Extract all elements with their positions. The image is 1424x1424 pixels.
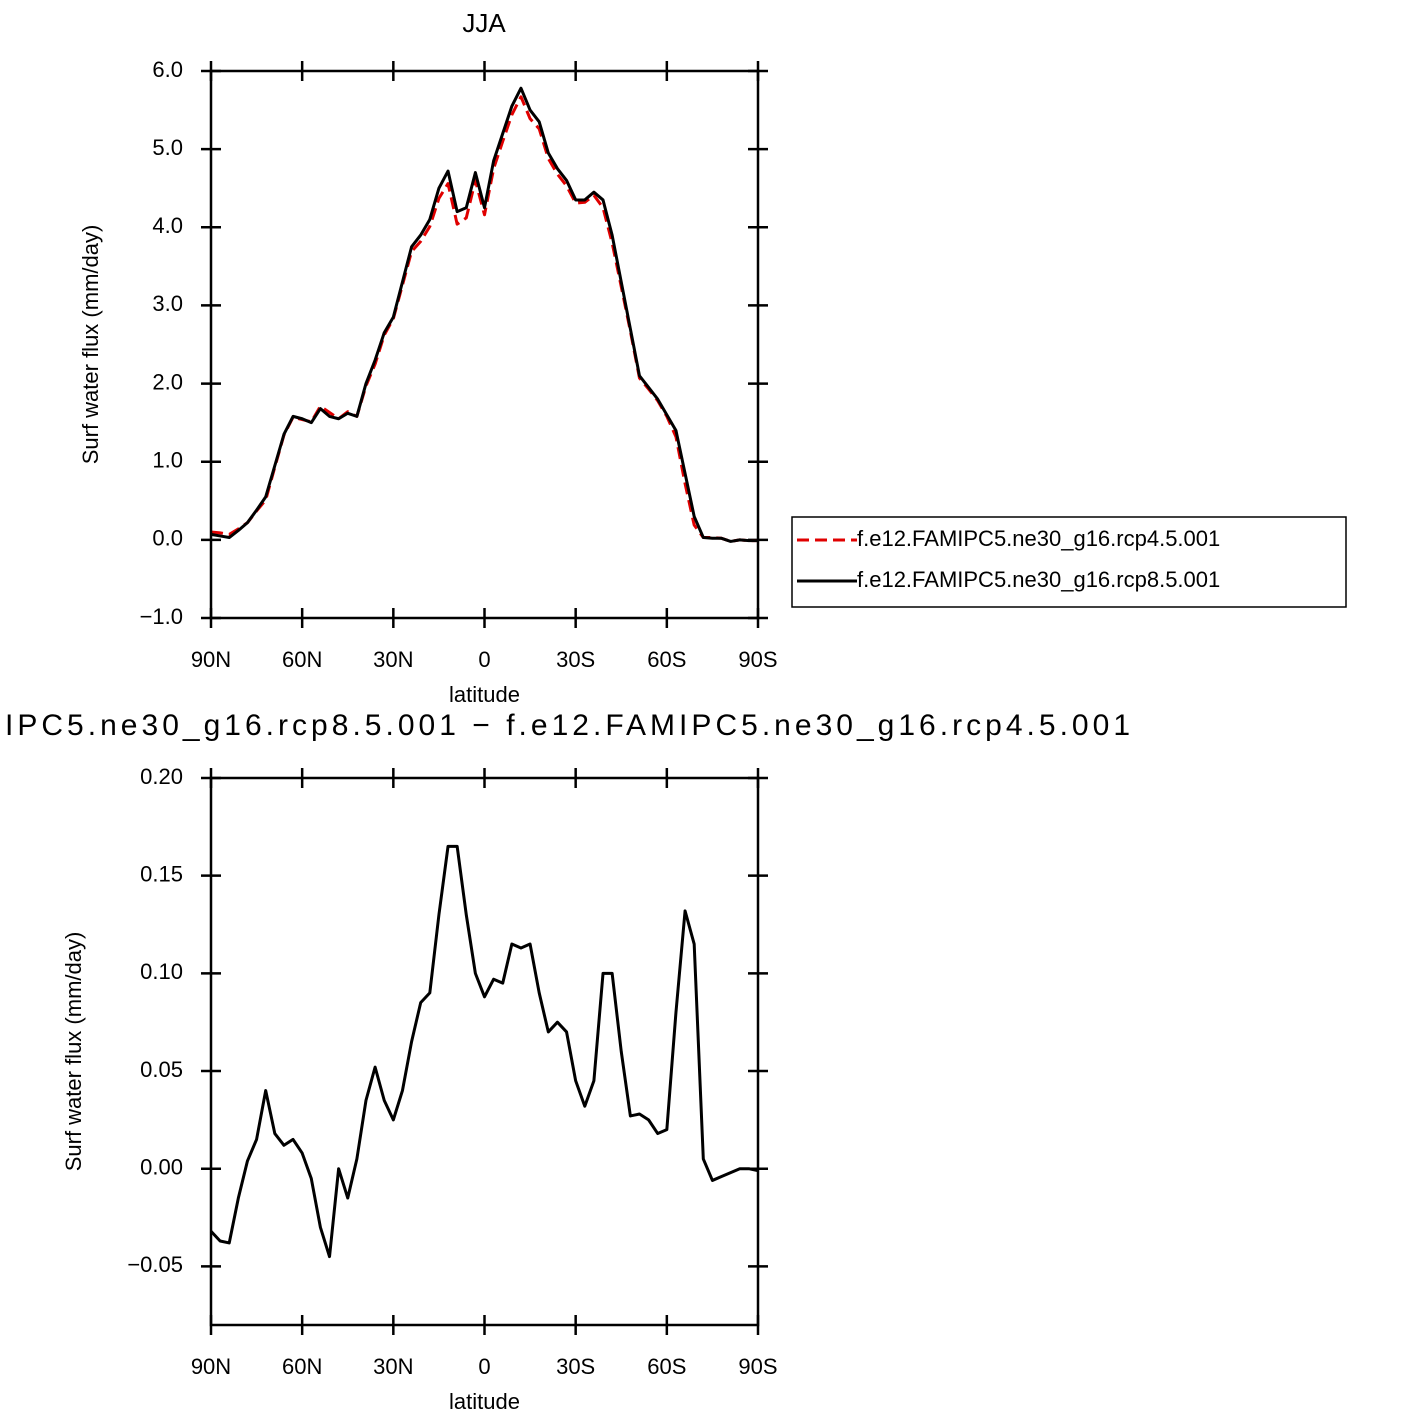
y-tick-label: 0.10 [140,959,183,984]
y-tick-label: 4.0 [152,213,183,238]
x-tick-label: 90S [738,647,777,672]
y-tick-label: 1.0 [152,448,183,473]
x-tick-label: 30S [556,647,595,672]
chart-title: JJA [462,8,506,38]
y-tick-label: 0.15 [140,861,183,886]
y-tick-label: 2.0 [152,369,183,394]
chart-title: IPC5.ne30_g16.rcp8.5.001 − f.e12.FAMIPC5… [5,709,1130,742]
x-tick-label: 90N [191,647,231,672]
x-tick-label: 60S [647,647,686,672]
y-tick-label: 0.20 [140,764,183,789]
y-tick-label: −0.05 [127,1252,183,1277]
x-tick-label: 30N [373,647,413,672]
x-tick-label: 60N [282,647,322,672]
x-axis-label: latitude [449,682,520,707]
x-tick-label: 0 [478,1354,490,1379]
y-tick-label: 5.0 [152,135,183,160]
x-axis-label: latitude [449,1389,520,1414]
legend-box [791,516,1347,608]
y-tick-label: 3.0 [152,291,183,316]
x-tick-label: 60S [647,1354,686,1379]
x-tick-label: 30S [556,1354,595,1379]
y-tick-label: 0.0 [152,526,183,551]
y-tick-label: 0.00 [140,1155,183,1180]
data-line [209,844,759,1259]
legend-label: f.e12.FAMIPC5.ne30_g16.rcp8.5.001 [857,567,1220,592]
y-tick-label: 0.05 [140,1057,183,1082]
x-tick-label: 60N [282,1354,322,1379]
x-tick-label: 90S [738,1354,777,1379]
y-axis-label: Surf water flux (mm/day) [78,225,103,465]
legend-label: f.e12.FAMIPC5.ne30_g16.rcp4.5.001 [857,526,1220,551]
plot-frame [209,69,760,620]
data-line [210,95,758,543]
x-tick-label: 90N [191,1354,231,1379]
y-tick-label: 6.0 [152,57,183,82]
y-axis-label: Surf water flux (mm/day) [61,932,86,1172]
data-line [210,86,758,543]
y-tick-label: −1.0 [140,604,183,629]
x-tick-label: 30N [373,1354,413,1379]
plot-frame [209,776,760,1327]
x-tick-label: 0 [478,647,490,672]
